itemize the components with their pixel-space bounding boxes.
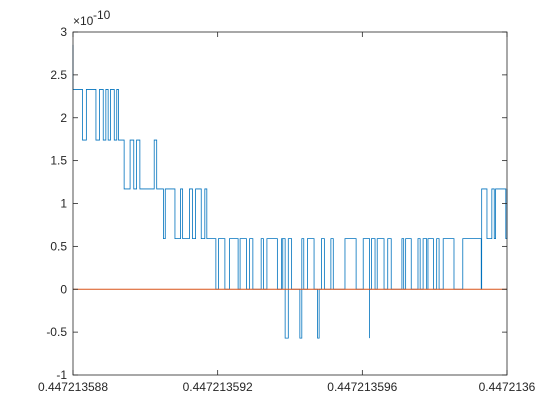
y-tick-label: 1 <box>60 197 67 211</box>
x-tick-label: 0.447213596 <box>327 380 397 394</box>
y-tick-label: 2 <box>60 111 67 125</box>
series-line-0 <box>72 44 508 339</box>
plot-area <box>73 32 507 375</box>
x-tick-label: 0.447213588 <box>38 380 108 394</box>
y-exponent-label: ×10 <box>73 14 94 28</box>
x-tick-label: 0.4472136 <box>479 380 536 394</box>
y-exponent-power: -10 <box>93 8 111 22</box>
x-tick-label: 0.447213592 <box>183 380 253 394</box>
y-tick-label: 0 <box>60 282 67 296</box>
y-tick-label: 2.5 <box>50 68 67 82</box>
y-tick-label: 0.5 <box>50 239 67 253</box>
y-tick-label: 1.5 <box>50 154 67 168</box>
y-tick-label: -1 <box>56 368 67 382</box>
y-tick-label: -0.5 <box>46 325 67 339</box>
y-tick-label: 3 <box>60 25 67 39</box>
